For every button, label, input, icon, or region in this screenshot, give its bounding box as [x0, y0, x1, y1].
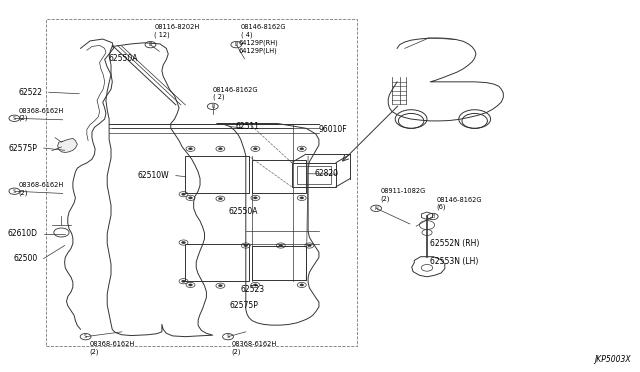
Text: JKP5003X: JKP5003X	[594, 355, 630, 364]
Circle shape	[182, 280, 186, 282]
Circle shape	[300, 148, 303, 150]
Text: 08146-8162G
( 4): 08146-8162G ( 4)	[241, 25, 286, 38]
Text: 62511: 62511	[236, 122, 260, 131]
Text: 08911-1082G
(2): 08911-1082G (2)	[381, 188, 426, 202]
Circle shape	[300, 284, 303, 286]
Circle shape	[307, 244, 311, 247]
Text: 62552N (RH): 62552N (RH)	[430, 239, 479, 248]
Text: N: N	[374, 206, 378, 211]
Text: 62522: 62522	[19, 88, 42, 97]
Circle shape	[253, 197, 257, 199]
Circle shape	[189, 148, 193, 150]
Text: 62575P: 62575P	[8, 144, 37, 153]
Text: 62820: 62820	[314, 169, 339, 178]
Text: 62610D: 62610D	[7, 229, 37, 238]
Text: B: B	[211, 104, 214, 109]
Text: S: S	[13, 189, 16, 194]
Text: 08368-6162H
(2): 08368-6162H (2)	[18, 108, 63, 121]
Bar	[186, 156, 249, 193]
Bar	[252, 160, 306, 193]
Circle shape	[218, 198, 222, 200]
Text: 08116-8202H
( 12): 08116-8202H ( 12)	[154, 25, 200, 38]
Bar	[186, 244, 249, 281]
Text: 62553N (LH): 62553N (LH)	[430, 257, 479, 266]
Circle shape	[182, 193, 186, 195]
Text: 62550A: 62550A	[228, 207, 257, 216]
Text: 62510W: 62510W	[138, 171, 170, 180]
Circle shape	[300, 197, 303, 199]
Text: 64129P(RH)
64129P(LH): 64129P(RH) 64129P(LH)	[238, 40, 278, 54]
Bar	[252, 246, 306, 280]
Bar	[45, 19, 357, 346]
Text: 08368-6162H
(2): 08368-6162H (2)	[90, 341, 134, 355]
Circle shape	[218, 285, 222, 287]
Text: 62523: 62523	[241, 285, 265, 294]
Text: 96010F: 96010F	[318, 125, 347, 134]
Text: 08368-6162H
(2): 08368-6162H (2)	[18, 182, 63, 196]
Polygon shape	[58, 138, 77, 153]
Text: B: B	[148, 42, 152, 47]
Circle shape	[253, 148, 257, 150]
Text: B: B	[431, 214, 435, 219]
Circle shape	[182, 241, 186, 244]
Text: 62500: 62500	[13, 254, 37, 263]
Circle shape	[244, 244, 248, 247]
Text: 62550A: 62550A	[108, 54, 138, 63]
Circle shape	[253, 284, 257, 286]
Text: B: B	[235, 42, 238, 47]
Circle shape	[189, 284, 193, 286]
Text: 08146-8162G
( 2): 08146-8162G ( 2)	[212, 87, 259, 100]
Text: 08368-6162H
(2): 08368-6162H (2)	[232, 341, 277, 355]
Text: S: S	[227, 334, 230, 339]
Text: 62575P: 62575P	[229, 301, 258, 310]
Circle shape	[279, 244, 283, 247]
Circle shape	[218, 148, 222, 150]
Text: S: S	[84, 334, 87, 339]
Bar	[292, 163, 336, 187]
Text: 08146-8162G
(6): 08146-8162G (6)	[436, 197, 482, 210]
Circle shape	[189, 197, 193, 199]
Text: S: S	[13, 116, 16, 121]
Bar	[297, 166, 331, 184]
